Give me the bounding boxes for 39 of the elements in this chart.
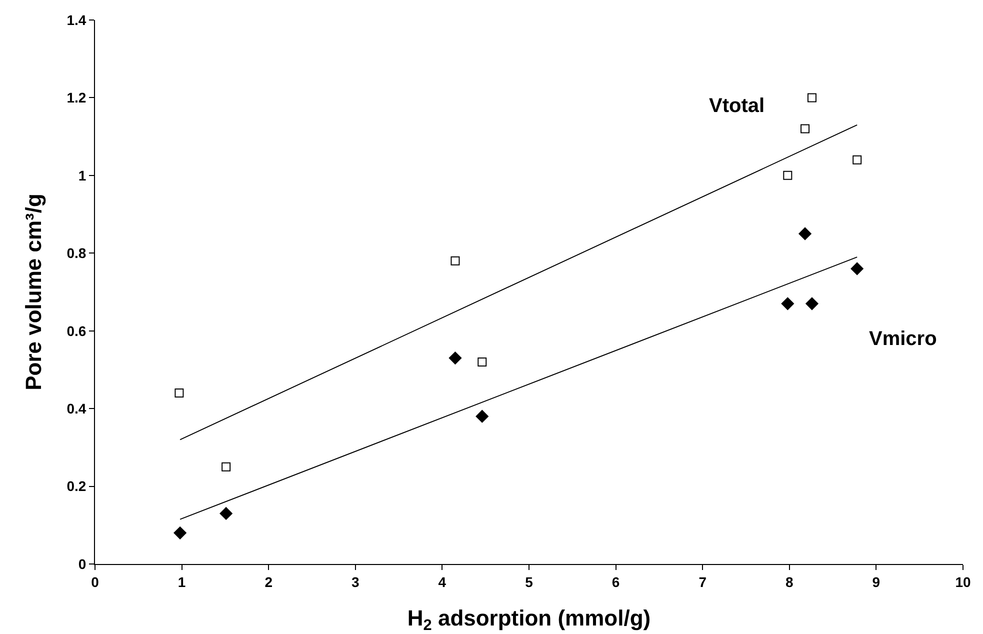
y-axis-title: Pore volume cm³/g (21, 194, 46, 390)
x-tick-label: 10 (955, 574, 971, 590)
point (448, 352, 462, 364)
x-tick-label: 9 (872, 574, 880, 590)
y-tick-label: 1.4 (66, 12, 86, 28)
y-tick-label: 1.2 (66, 90, 86, 106)
point (806, 297, 818, 310)
point (174, 526, 186, 540)
y-tick-label: 0.4 (66, 400, 86, 416)
point (783, 170, 792, 180)
point (450, 256, 460, 266)
point (798, 227, 812, 240)
point (220, 507, 232, 520)
point (222, 462, 231, 472)
text: Vmicro (869, 328, 937, 350)
x-tick-label: 1 (178, 574, 186, 590)
x-tick-label: 2 (264, 574, 273, 590)
x-axis-title: H$_{2}$ adsorption (mmol/g) (407, 605, 651, 634)
y-tick-label: 0 (78, 556, 86, 572)
point (478, 357, 487, 366)
x-tick-label: 5 (525, 574, 534, 590)
point (852, 155, 862, 164)
y-tick-label: 0.8 (66, 245, 86, 262)
point (781, 297, 794, 310)
series-label: Vtotal (709, 95, 765, 117)
y-tick-label: 0.2 (66, 478, 86, 494)
x-tick-label: 7 (698, 574, 707, 590)
point (174, 388, 184, 398)
point (807, 93, 816, 102)
point (800, 124, 810, 134)
y-tick-label: 0.6 (66, 322, 86, 339)
y-tick-label: 1 (78, 167, 86, 184)
point (850, 262, 864, 276)
x-tick-label: 8 (786, 574, 794, 590)
x-tick-label: 0 (91, 574, 100, 590)
x-tick-label: 6 (612, 574, 620, 590)
x-tick-label: 3 (352, 574, 360, 590)
point (476, 410, 488, 423)
x-tick-label: 4 (438, 574, 446, 590)
